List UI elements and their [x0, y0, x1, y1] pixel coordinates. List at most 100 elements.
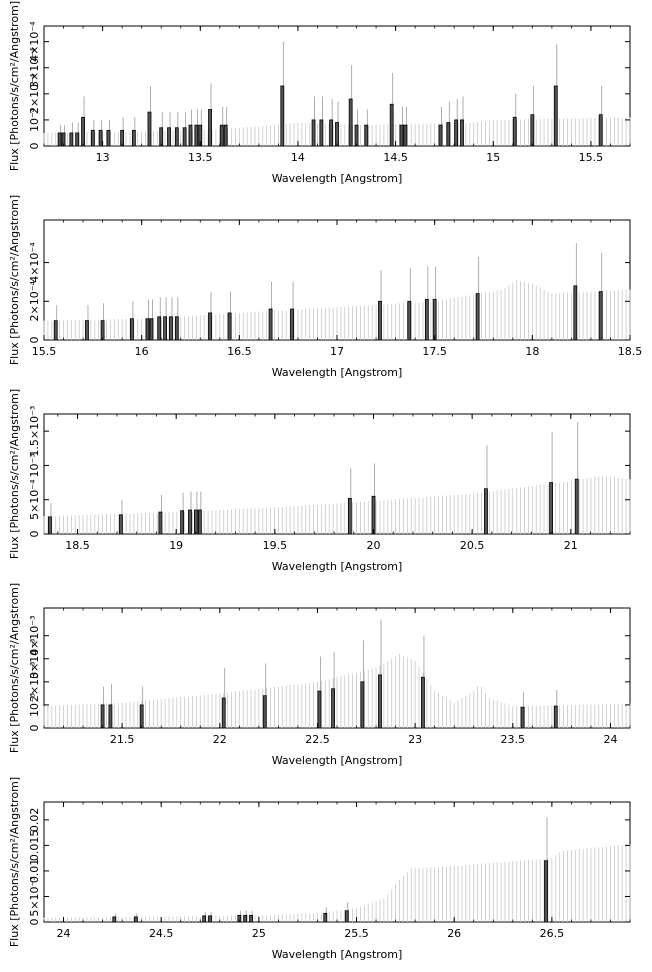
emission-line-bar: [378, 300, 382, 341]
axis-ticks: 13 13.5 14 14.5 15 15.5 0 10⁻⁴2×10⁻⁴3×10⁻⁴4×10⁻…: [28, 21, 631, 164]
y-tick-label: 10⁻³: [28, 693, 41, 717]
axis-ticks: 15.5 16 16.5 17 17.5 18 18.5 0 2×10⁻⁴4×10⁻⁴: [28, 220, 642, 358]
emission-line-bar: [167, 127, 171, 147]
emission-line-bar: [280, 85, 285, 147]
x-tick-label: 19: [169, 539, 183, 552]
emission-line-bar: [75, 132, 80, 147]
panel-1: 13 13.5 14 14.5 15 15.5 0 10⁻⁴2×10⁻⁴3×10⁻⁴4×10⁻…: [8, 1, 631, 185]
x-tick-label: 23.5: [501, 733, 526, 746]
y-tick-label: 0.015: [28, 830, 41, 862]
y-tick-label: 2×10⁻³: [28, 662, 41, 702]
emission-lines: [112, 817, 548, 923]
x-tick-label: 23: [408, 733, 422, 746]
x-tick-label: 14: [291, 151, 305, 164]
emission-line-bar: [223, 124, 228, 147]
continuum-hatching: [43, 475, 631, 534]
continuum-hatching: [43, 280, 631, 340]
emission-line-bar: [454, 119, 459, 147]
emission-line-bar: [139, 704, 144, 729]
emission-line-bar: [249, 914, 253, 923]
emission-line-bar: [149, 318, 154, 341]
x-tick-label: 20: [367, 539, 381, 552]
emission-line-bar: [335, 122, 339, 147]
emission-line-bar: [354, 124, 359, 147]
emission-lines: [100, 619, 558, 729]
x-tick-label: 24.5: [149, 927, 174, 940]
axis-ticks: 21.5 22 22.5 23 23.5 24 0 10⁻³2×10⁻³3×10⁻³4×10⁻…: [28, 608, 631, 746]
x-tick-label: 15.5: [32, 345, 57, 358]
emission-line-bar: [323, 912, 328, 923]
emission-line-bar: [317, 690, 322, 729]
y-tick-label: 0: [28, 919, 41, 926]
x-tick-label: 13.5: [188, 151, 213, 164]
y-axis-title: Flux [Photons/s/cm²/Angstrom]: [8, 195, 21, 365]
emission-line-bar: [188, 124, 193, 147]
emission-line-bar: [553, 85, 558, 147]
x-tick-label: 26.5: [540, 927, 565, 940]
x-axis-title: Wavelength [Angstrom]: [272, 560, 403, 573]
emission-line-bar: [194, 509, 198, 535]
emission-line-bar: [163, 316, 168, 341]
emission-line-bar: [157, 316, 162, 341]
continuum-hatching: [43, 844, 631, 922]
x-tick-label: 18.5: [65, 539, 90, 552]
emission-line-bar: [268, 308, 273, 341]
emission-line-bar: [549, 482, 553, 535]
emission-line-bar: [573, 285, 578, 341]
x-tick-label: 17: [330, 345, 344, 358]
y-tick-label: 0: [28, 725, 41, 732]
emission-line-bar: [311, 119, 316, 147]
emission-line-bar: [194, 124, 199, 147]
y-tick-label: 2×10⁻⁴: [28, 280, 41, 321]
emission-line-bar: [180, 510, 185, 535]
emission-line-bar: [147, 111, 152, 147]
emission-line-bar: [371, 495, 376, 535]
y-tick-label: 0.02: [28, 808, 41, 833]
emission-line-bar: [221, 697, 226, 729]
emission-line-bar: [106, 129, 111, 147]
emission-line-bar: [262, 695, 267, 729]
emission-line-bar: [202, 915, 207, 923]
x-tick-label: 13: [96, 151, 110, 164]
emission-line-bar: [329, 119, 334, 147]
y-axis-title: Flux [Photons/s/cm²/Angstrom]: [8, 583, 21, 753]
y-tick-label: 4×10⁻³: [28, 615, 41, 655]
y-tick-label: 4×10⁻⁴: [28, 242, 41, 283]
emission-line-bar: [129, 318, 134, 341]
x-axis-title: Wavelength [Angstrom]: [272, 948, 403, 961]
emission-line-bar: [460, 119, 464, 147]
panel-4: 21.5 22 22.5 23 23.5 24 0 10⁻³2×10⁻³3×10⁻³4×10⁻…: [8, 583, 631, 767]
x-axis-title: Wavelength [Angstrom]: [272, 172, 403, 185]
emission-line-bar: [407, 300, 412, 341]
emission-line-bar: [57, 132, 62, 147]
panel-3: 18.5 19 19.5 20 20.5 21 0 5×10⁻⁴ 10⁻³1.5×10⁻³ Wa…: [8, 389, 631, 573]
emission-line-bar: [174, 127, 179, 147]
y-tick-label: 0: [28, 531, 41, 538]
emission-line-bar: [378, 674, 382, 729]
emission-line-bar: [475, 293, 480, 341]
x-tick-label: 19.5: [263, 539, 288, 552]
y-tick-label: 1.5×10⁻³: [28, 406, 41, 457]
emission-line-bar: [243, 914, 248, 923]
y-tick-label: 0.01: [28, 859, 41, 884]
y-tick-label: 0: [28, 337, 41, 344]
emission-line-bar: [484, 488, 488, 535]
emission-line-bar: [421, 676, 425, 729]
emission-line-bar: [182, 127, 187, 147]
x-axis-title: Wavelength [Angstrom]: [272, 366, 403, 379]
emission-line-bar: [360, 681, 365, 729]
y-tick-label: 4×10⁻⁴: [28, 21, 41, 62]
x-tick-label: 21.5: [110, 733, 135, 746]
x-tick-label: 16: [135, 345, 149, 358]
y-tick-label: 3×10⁻³: [28, 639, 41, 679]
emission-line-bar: [530, 114, 535, 147]
emission-line-bar: [208, 109, 212, 147]
emission-line-bar: [403, 124, 408, 147]
y-axis-title: Flux [Photons/s/cm²/Angstrom]: [8, 389, 21, 559]
x-tick-label: 22.5: [305, 733, 330, 746]
emission-line-bar: [108, 704, 113, 729]
y-tick-label: 5×10⁻⁴: [28, 479, 41, 520]
x-tick-label: 18.5: [618, 345, 643, 358]
emission-lines: [57, 41, 603, 147]
